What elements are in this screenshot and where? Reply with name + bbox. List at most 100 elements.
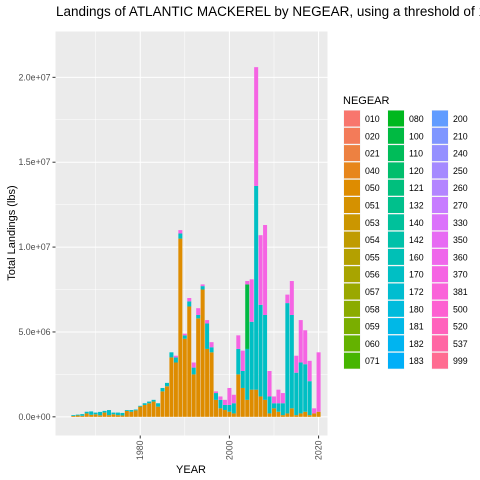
legend-label: 060 (365, 339, 380, 349)
legend-label: 330 (453, 218, 468, 228)
x-tick-label: 2000 (224, 440, 234, 460)
legend-key (344, 162, 360, 179)
bar-segment (209, 347, 214, 353)
legend: NEGEAR 010 020 021 040 050 051 053 054 055 056 057… (343, 95, 468, 370)
bar-segment (205, 323, 210, 349)
legend-label: 210 (453, 131, 468, 141)
bar-segment (169, 357, 174, 417)
bar-segment (196, 308, 201, 315)
bar-segment (115, 412, 120, 416)
legend-label: 053 (365, 218, 380, 228)
bar-segment (222, 404, 227, 411)
bar-segment (187, 306, 192, 417)
legend-key (432, 335, 448, 352)
y-tick-label: 0.0e+00 (18, 412, 50, 422)
bar-segment (303, 364, 308, 412)
y-tick-label: 2.0e+07 (18, 72, 50, 82)
bar-segment (312, 408, 317, 414)
legend-key (344, 231, 360, 248)
legend-label: 270 (453, 201, 468, 211)
legend-key (388, 162, 404, 179)
bar-segment (222, 410, 227, 417)
bar-segment (227, 404, 232, 412)
bar-segment (124, 410, 129, 411)
bar-segment (303, 330, 308, 365)
bar-segment (178, 230, 183, 234)
bars (71, 67, 321, 417)
legend-label: 181 (409, 322, 424, 332)
bar-segment (102, 410, 107, 413)
legend-label: 172 (409, 287, 424, 297)
bar-segment (89, 414, 94, 417)
bar-segment (258, 235, 263, 305)
legend-label: 381 (453, 287, 468, 297)
legend-key (344, 352, 360, 369)
bar-segment (182, 333, 187, 336)
bar-segment (285, 294, 290, 304)
bar-segment (156, 403, 161, 407)
y-tick-label: 1.5e+07 (18, 157, 50, 167)
legend-label: 050 (365, 183, 380, 193)
bar-segment (115, 415, 120, 417)
legend-key (432, 110, 448, 127)
legend-label: 020 (365, 131, 380, 141)
legend-label: 142 (409, 235, 424, 245)
bar-segment (245, 284, 250, 349)
bar-segment (280, 415, 285, 417)
legend-key (432, 266, 448, 283)
legend-label: 520 (453, 322, 468, 332)
bar-segment (196, 318, 201, 417)
bar-segment (289, 314, 294, 409)
legend-key (432, 283, 448, 300)
bar-segment (307, 415, 312, 417)
bar-segment (249, 389, 254, 417)
legend-key (388, 145, 404, 162)
legend-label: 537 (453, 339, 468, 349)
bar-segment (93, 414, 98, 417)
bar-segment (80, 414, 85, 416)
bar-segment (307, 381, 312, 416)
bar-segment (276, 389, 281, 404)
bar-segment (133, 409, 138, 411)
bar-segment (111, 412, 116, 415)
legend-label: 058 (365, 304, 380, 314)
bar-segment (209, 342, 214, 348)
legend-key (388, 283, 404, 300)
bar-segment (303, 411, 308, 417)
bar-segment (218, 399, 223, 409)
bar-segment (147, 401, 152, 404)
bar-segment (214, 391, 219, 394)
bar-segment (138, 406, 143, 417)
legend-key (432, 179, 448, 196)
legend-label: 183 (409, 356, 424, 366)
bar-segment (173, 357, 178, 363)
legend-key (344, 283, 360, 300)
bar-segment (205, 348, 210, 417)
legend-key (344, 300, 360, 317)
legend-label: 240 (453, 149, 468, 159)
bar-segment (218, 408, 223, 417)
bar-segment (93, 412, 98, 415)
bar-segment (312, 413, 317, 417)
legend-key (432, 318, 448, 335)
y-tick-label: 5.0e+06 (18, 327, 50, 337)
bar-segment (89, 411, 94, 415)
bar-segment (160, 391, 165, 417)
bar-segment (75, 415, 80, 417)
legend-label: 056 (365, 270, 380, 280)
legend-key (432, 248, 448, 265)
bar-segment (249, 321, 254, 390)
legend-key (388, 197, 404, 213)
legend-key (344, 335, 360, 352)
legend-key (432, 352, 448, 369)
bar-segment (178, 233, 183, 239)
bar-segment (285, 303, 290, 414)
bar-segment (316, 411, 321, 417)
legend-key (344, 266, 360, 283)
legend-label: 170 (409, 270, 424, 280)
bar-segment (231, 394, 236, 404)
bar-segment (71, 415, 76, 417)
bar-segment (298, 362, 303, 414)
bar-segment (169, 352, 174, 358)
bar-segment (227, 387, 232, 405)
